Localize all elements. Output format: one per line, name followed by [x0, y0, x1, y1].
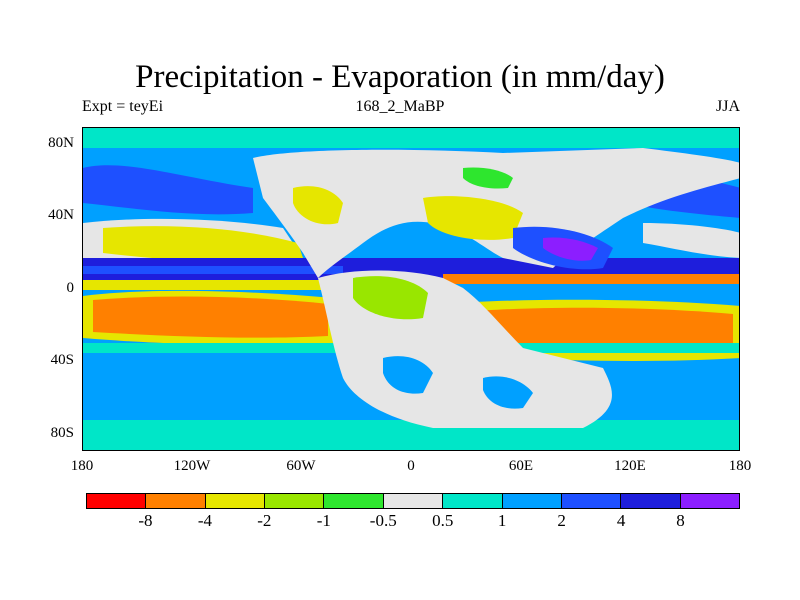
itcz-inner — [83, 266, 343, 274]
lon-label-120w: 120W — [173, 458, 211, 474]
laurasia-dry-patch — [293, 186, 343, 225]
time-label: 168_2_MaBP — [355, 98, 445, 115]
colorbar-label: -1 — [316, 511, 331, 530]
colorbar-label: 4 — [616, 511, 626, 530]
equatorial-dry-east — [443, 274, 739, 284]
antarctic-land-wet — [483, 376, 533, 409]
colorbar-label: 0.5 — [432, 511, 454, 530]
monsoon-core — [543, 237, 598, 261]
map-title: Precipitation - Evaporation (in mm/day) — [135, 59, 665, 95]
colorbar-label: -8 — [138, 511, 153, 530]
arctic-band — [83, 128, 739, 148]
colorbar-label: -2 — [257, 511, 272, 530]
south-pacific-dry-core — [93, 296, 328, 338]
colorbar-swatch — [265, 494, 325, 508]
lon-label-120e: 120E — [614, 458, 646, 474]
antarctic-band — [83, 418, 739, 450]
lon-label-180e: 180 — [728, 458, 752, 474]
lat-label-40n: 40N — [48, 207, 74, 223]
colorbar-swatch — [205, 494, 266, 508]
north-land-green — [463, 167, 513, 189]
north-pacific-dry — [103, 226, 303, 262]
lat-label-80n: 80N — [48, 135, 74, 151]
colorbar-label: 8 — [676, 511, 685, 530]
colorbar-label: -4 — [197, 511, 212, 530]
north-pacific-storm-track — [83, 165, 253, 215]
colorbar-swatch — [324, 494, 384, 508]
precip-evap-map — [83, 128, 739, 450]
central-asia-dry — [423, 196, 523, 240]
map-panel — [82, 127, 740, 451]
colorbar-label: 2 — [557, 511, 566, 530]
colorbar-swatch — [680, 494, 739, 508]
colorbar-swatch — [502, 494, 562, 508]
lat-label-0: 0 — [66, 280, 75, 296]
colorbar-swatch — [383, 494, 444, 508]
south-indian-dry-core — [463, 307, 733, 353]
colorbar-swatch — [87, 494, 147, 508]
lon-label-0: 0 — [407, 458, 415, 474]
colorbar-label: -0.5 — [369, 511, 397, 530]
lat-label-80s: 80S — [50, 425, 74, 441]
lat-label-40s: 40S — [50, 352, 74, 368]
colorbar-swatch — [443, 494, 503, 508]
lon-label-180w: 180 — [70, 458, 94, 474]
colorbar-swatch — [146, 494, 206, 508]
experiment-label: Expt = teyEi — [82, 98, 164, 115]
lon-label-60w: 60W — [286, 458, 316, 474]
eq-south-pacific-yellow — [83, 280, 323, 290]
colorbar-swatch — [561, 494, 622, 508]
colorbar-label: 1 — [497, 511, 507, 530]
lon-label-60e: 60E — [508, 458, 534, 474]
nw-pacific-subtropic — [643, 223, 739, 258]
colorbar — [86, 493, 740, 509]
tropical-land-green — [353, 276, 428, 320]
colorbar-swatch — [621, 494, 681, 508]
south-land-wet — [383, 356, 433, 394]
season-label: JJA — [715, 98, 740, 115]
